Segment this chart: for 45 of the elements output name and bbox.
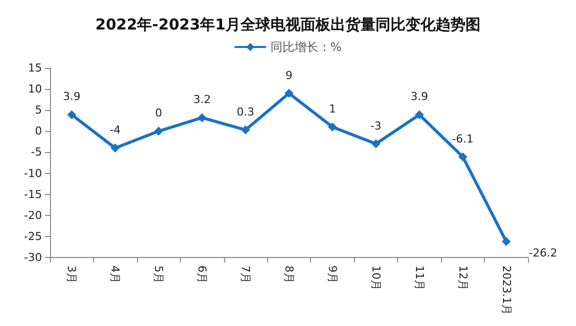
data-label: -26.2 — [528, 246, 558, 260]
y-tick-label: -30 — [24, 251, 42, 264]
data-label: 9 — [286, 68, 292, 82]
y-tick-label: -20 — [24, 208, 42, 222]
data-label: -6.1 — [452, 132, 474, 146]
point — [458, 152, 468, 162]
x-tick-label: 11月 — [412, 266, 426, 291]
x-tick-label: 12月 — [456, 266, 470, 291]
y-tick-label: -25 — [24, 230, 42, 243]
point — [154, 126, 164, 136]
point — [502, 237, 511, 246]
data-label: -3 — [370, 119, 382, 132]
data-label: 3.2 — [193, 93, 211, 106]
x-tick-label: 4月 — [108, 266, 122, 284]
data-label: 0 — [155, 106, 162, 120]
y-tick-label: 0 — [35, 124, 42, 138]
y-tick-label: 10 — [28, 82, 42, 96]
y-tick-label: 5 — [35, 104, 42, 117]
x-tick-label: 8月 — [282, 266, 296, 284]
y-tick-label: 15 — [28, 62, 42, 74]
point — [414, 110, 424, 120]
point — [284, 88, 294, 98]
point — [67, 110, 76, 120]
point — [110, 144, 120, 153]
point — [198, 113, 207, 122]
x-tick-label: 10月 — [369, 266, 382, 291]
x-tick-label: 6月 — [196, 266, 209, 284]
data-label: 3.9 — [62, 90, 80, 104]
x-tick-label: 3月 — [65, 266, 78, 284]
chart-title: 2022年-2023年1月全球电视面板出货量同比变化趋势图 — [95, 16, 481, 34]
x-tick-label: 9月 — [326, 266, 339, 284]
point — [371, 139, 380, 148]
y-tick-label: -10 — [24, 166, 42, 180]
data-label: 0.3 — [236, 105, 254, 118]
legend-label: 同比增长：% — [270, 40, 342, 54]
y-tick-label: -5 — [31, 146, 42, 159]
data-label: -4 — [110, 124, 121, 137]
x-tick-label: 7月 — [239, 266, 252, 284]
data-label: 3.9 — [410, 90, 428, 104]
y-tick-label: -15 — [24, 188, 42, 201]
x-tick-label: 2023.1月 — [500, 266, 513, 316]
point — [328, 122, 337, 132]
x-tick-label: 5月 — [152, 266, 166, 284]
point — [241, 125, 250, 134]
data-label: 1 — [328, 102, 336, 116]
